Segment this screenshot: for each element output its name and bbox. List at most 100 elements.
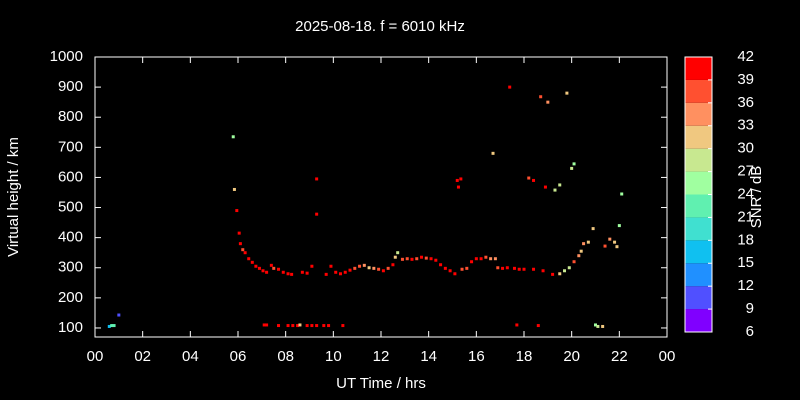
point bbox=[341, 324, 345, 328]
x-tick-label: 18 bbox=[516, 348, 533, 365]
point bbox=[577, 254, 581, 258]
point bbox=[453, 272, 457, 276]
point bbox=[456, 185, 460, 189]
x-tick-label: 16 bbox=[468, 348, 485, 365]
x-tick-label: 02 bbox=[134, 348, 151, 365]
x-tick-label: 08 bbox=[277, 348, 294, 365]
point bbox=[261, 269, 265, 273]
y-tick-label: 200 bbox=[58, 289, 83, 306]
point bbox=[286, 324, 290, 328]
colorbar-tick-label: 27 bbox=[737, 163, 754, 180]
colorbar-tick-label: 12 bbox=[737, 277, 754, 294]
point bbox=[570, 166, 574, 170]
point bbox=[608, 237, 612, 241]
point bbox=[265, 323, 269, 327]
point bbox=[262, 323, 266, 327]
point bbox=[501, 266, 505, 270]
colorbar-label: SNR / dB bbox=[748, 166, 765, 229]
point bbox=[603, 244, 607, 248]
colorbar-tick-label: 9 bbox=[746, 300, 754, 317]
point bbox=[470, 260, 474, 264]
colorbar-tick-label: 39 bbox=[737, 71, 754, 88]
point bbox=[558, 272, 562, 276]
colorbar-swatch bbox=[685, 79, 712, 103]
point bbox=[334, 270, 338, 274]
point bbox=[310, 324, 314, 328]
point bbox=[296, 324, 300, 328]
point bbox=[563, 269, 567, 273]
point bbox=[286, 272, 290, 276]
y-tick-label: 600 bbox=[58, 168, 83, 185]
point bbox=[479, 257, 483, 261]
colorbar-swatch bbox=[685, 309, 712, 332]
colorbar-tick-label: 36 bbox=[737, 94, 754, 111]
point bbox=[329, 264, 333, 268]
point bbox=[536, 324, 540, 328]
y-axis-label: Virtual height / km bbox=[5, 137, 22, 257]
colorbar-tick-label: 30 bbox=[737, 140, 754, 157]
x-tick-label: 22 bbox=[611, 348, 628, 365]
point bbox=[393, 255, 397, 259]
point bbox=[508, 85, 512, 89]
x-tick-label: 12 bbox=[373, 348, 390, 365]
point bbox=[522, 267, 526, 271]
x-tick-label: 06 bbox=[230, 348, 247, 365]
point bbox=[543, 185, 547, 189]
point bbox=[322, 324, 326, 328]
x-tick-label: 20 bbox=[563, 348, 580, 365]
point bbox=[489, 257, 493, 261]
y-tick-label: 400 bbox=[58, 229, 83, 246]
colorbar-tick-label: 15 bbox=[737, 254, 754, 271]
point bbox=[362, 263, 366, 267]
point bbox=[272, 266, 276, 270]
point bbox=[231, 135, 235, 139]
plot-frame bbox=[94, 56, 668, 338]
point bbox=[315, 324, 319, 328]
point bbox=[443, 266, 447, 270]
colorbar-swatch bbox=[685, 148, 712, 172]
x-tick-label: 00 bbox=[659, 348, 676, 365]
x-tick-label: 10 bbox=[325, 348, 342, 365]
point bbox=[372, 266, 376, 270]
point bbox=[594, 323, 597, 327]
point bbox=[546, 100, 550, 104]
point bbox=[532, 178, 536, 182]
point bbox=[515, 323, 519, 327]
point bbox=[257, 266, 261, 270]
point bbox=[505, 266, 509, 270]
colorbar-swatch bbox=[685, 217, 712, 241]
point bbox=[551, 272, 555, 276]
point bbox=[265, 270, 269, 274]
colorbar-tick-label: 6 bbox=[746, 323, 754, 340]
point bbox=[465, 266, 469, 270]
colorbar-swatch bbox=[685, 263, 712, 287]
point bbox=[298, 323, 302, 327]
point bbox=[541, 269, 545, 273]
point bbox=[386, 266, 390, 270]
point bbox=[579, 249, 583, 253]
point bbox=[310, 264, 314, 268]
point bbox=[381, 269, 385, 273]
point bbox=[112, 324, 116, 328]
point bbox=[315, 212, 319, 216]
point bbox=[565, 91, 569, 95]
point bbox=[281, 270, 285, 274]
y-tick-label: 500 bbox=[58, 199, 83, 216]
point bbox=[358, 264, 362, 268]
point bbox=[243, 251, 247, 255]
point bbox=[617, 224, 621, 228]
point bbox=[424, 256, 428, 260]
x-tick-label: 14 bbox=[420, 348, 437, 365]
point bbox=[591, 227, 595, 231]
point bbox=[241, 248, 245, 252]
point bbox=[620, 192, 624, 196]
point bbox=[459, 177, 463, 181]
point bbox=[460, 267, 464, 271]
colorbar-swatch bbox=[685, 194, 712, 218]
point bbox=[324, 272, 328, 276]
point bbox=[491, 151, 495, 155]
y-tick-label: 700 bbox=[58, 138, 83, 155]
point bbox=[305, 271, 309, 275]
point bbox=[539, 95, 543, 99]
